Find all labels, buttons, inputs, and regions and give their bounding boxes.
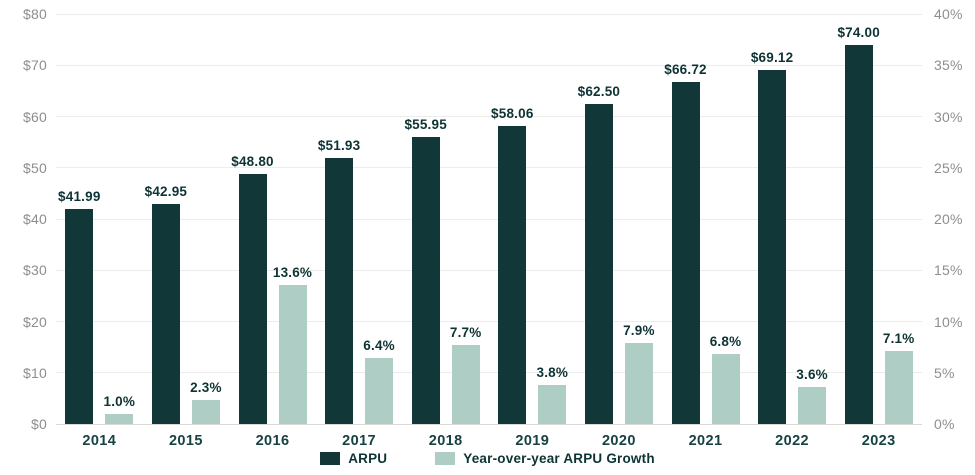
bar-growth-2019 bbox=[538, 385, 567, 424]
x-axis-label-2015: 2015 bbox=[168, 433, 203, 449]
arpu-value-label-2022: $69.12 bbox=[750, 49, 794, 65]
bar-growth-2016 bbox=[278, 284, 307, 424]
growth-value-label-2014: 1.0% bbox=[103, 393, 136, 409]
growth-value-label-2018: 7.7% bbox=[449, 325, 482, 341]
gridline bbox=[56, 321, 922, 322]
arpu-value-label-2021: $66.72 bbox=[664, 62, 707, 78]
growth-value-label-2023: 7.1% bbox=[882, 331, 915, 347]
y-axis-left-tick: $0 bbox=[31, 416, 47, 432]
bar-arpu-2015 bbox=[151, 203, 180, 424]
legend-item-growth: Year-over-year ARPU Growth bbox=[435, 451, 655, 466]
bar-arpu-2023 bbox=[844, 44, 873, 424]
x-axis-label-2023: 2023 bbox=[861, 433, 896, 449]
gridline bbox=[56, 269, 922, 271]
bar-arpu-2019 bbox=[498, 126, 527, 424]
y-axis-left-tick: $60 bbox=[23, 108, 47, 125]
gridline bbox=[56, 167, 922, 169]
legend: ARPU Year-over-year ARPU Growth bbox=[0, 451, 975, 466]
bar-arpu-2020 bbox=[584, 103, 613, 424]
y-axis-right-tick: 5% bbox=[934, 364, 955, 381]
y-axis-right-tick: 10% bbox=[934, 313, 963, 330]
growth-value-label-2016: 13.6% bbox=[272, 264, 313, 280]
legend-label-arpu: ARPU bbox=[348, 451, 388, 466]
growth-value-label-2019: 3.8% bbox=[536, 365, 569, 381]
legend-swatch-arpu bbox=[320, 452, 341, 465]
gridline bbox=[56, 372, 922, 374]
y-axis-right-tick: 40% bbox=[934, 6, 963, 22]
bar-arpu-2016 bbox=[238, 173, 267, 424]
y-axis-right-tick: 20% bbox=[934, 211, 963, 227]
arpu-value-label-2023: $74.00 bbox=[837, 24, 880, 40]
y-axis-right-tick: 0% bbox=[934, 416, 955, 432]
gridline bbox=[56, 116, 922, 117]
x-axis-label-2017: 2017 bbox=[342, 433, 377, 449]
arpu-value-label-2015: $42.95 bbox=[144, 183, 188, 199]
y-axis-right-tick: 15% bbox=[934, 262, 963, 279]
gridline bbox=[56, 218, 922, 220]
x-axis-label-2016: 2016 bbox=[255, 433, 290, 449]
growth-value-label-2021: 6.8% bbox=[709, 334, 742, 350]
arpu-value-label-2017: $51.93 bbox=[317, 137, 361, 153]
growth-value-label-2015: 2.3% bbox=[190, 380, 222, 396]
x-axis-label-2018: 2018 bbox=[428, 433, 463, 449]
y-axis-left-tick: $20 bbox=[23, 313, 47, 330]
growth-value-label-2020: 7.9% bbox=[623, 323, 655, 339]
bar-arpu-2021 bbox=[671, 82, 700, 424]
growth-value-label-2022: 3.6% bbox=[796, 367, 828, 383]
y-axis-right-tick: 25% bbox=[934, 159, 963, 176]
y-axis-left-tick: $50 bbox=[23, 159, 47, 176]
arpu-value-label-2020: $62.50 bbox=[577, 83, 621, 99]
x-axis-label-2022: 2022 bbox=[775, 433, 810, 449]
arpu-value-label-2016: $48.80 bbox=[231, 153, 274, 169]
bar-arpu-2014 bbox=[65, 208, 94, 424]
x-axis-label-2014: 2014 bbox=[82, 433, 117, 449]
growth-value-label-2017: 6.4% bbox=[363, 338, 395, 354]
y-axis-left-tick: $30 bbox=[23, 262, 47, 279]
bar-growth-2017 bbox=[365, 358, 394, 424]
bar-growth-2020 bbox=[624, 343, 653, 424]
axis-baseline bbox=[56, 423, 922, 425]
bar-growth-2014 bbox=[105, 413, 134, 424]
arpu-value-label-2019: $58.06 bbox=[491, 106, 534, 122]
bar-arpu-2018 bbox=[411, 137, 440, 424]
bar-growth-2015 bbox=[191, 400, 220, 424]
legend-label-growth: Year-over-year ARPU Growth bbox=[463, 451, 655, 466]
x-axis-label-2019: 2019 bbox=[515, 433, 550, 449]
gridline bbox=[56, 13, 922, 15]
bar-arpu-2017 bbox=[325, 157, 354, 424]
bar-growth-2022 bbox=[798, 387, 827, 424]
y-axis-left-tick: $40 bbox=[23, 211, 47, 227]
arpu-value-label-2014: $41.99 bbox=[58, 188, 101, 204]
bar-growth-2021 bbox=[711, 354, 740, 424]
gridline bbox=[56, 64, 922, 66]
x-axis-label-2021: 2021 bbox=[688, 433, 723, 449]
y-axis-left-tick: $70 bbox=[23, 57, 47, 74]
bar-growth-2023 bbox=[884, 351, 913, 424]
y-axis-left-tick: $80 bbox=[23, 6, 47, 22]
x-axis-label-2020: 2020 bbox=[601, 433, 636, 449]
legend-item-arpu: ARPU bbox=[320, 451, 387, 466]
bar-growth-2018 bbox=[451, 345, 480, 424]
y-axis-left-tick: $10 bbox=[23, 364, 47, 381]
y-axis-right-tick: 30% bbox=[934, 108, 963, 125]
legend-swatch-growth bbox=[435, 452, 456, 465]
arpu-value-label-2018: $55.95 bbox=[404, 117, 447, 133]
y-axis-right-tick: 35% bbox=[934, 57, 963, 74]
bar-arpu-2022 bbox=[758, 69, 787, 424]
